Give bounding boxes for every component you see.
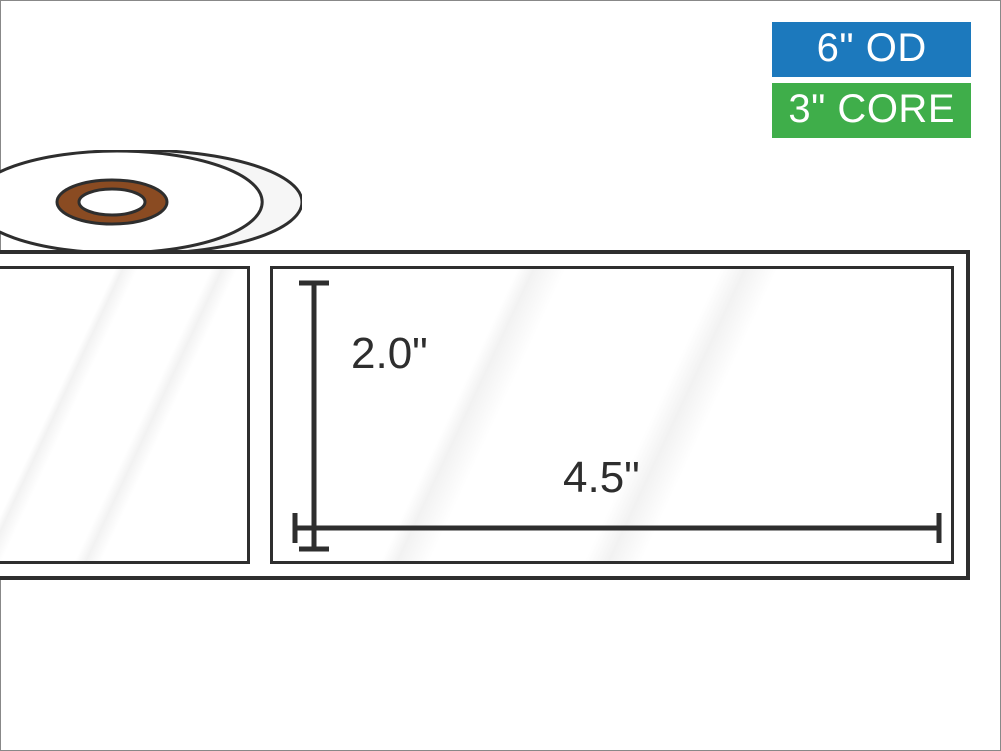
badge-core-text: 3" CORE: [788, 87, 955, 131]
badge-od-text: 6" OD: [817, 26, 927, 70]
label-strip: 2.0" 4.5": [0, 250, 970, 580]
width-dimension-line: [291, 505, 971, 555]
label-previous: [0, 266, 250, 564]
height-dimension-value: 2.0": [351, 329, 428, 379]
width-dimension-value: 4.5": [563, 453, 640, 503]
core-diameter-badge: 3" CORE: [772, 83, 971, 138]
outer-diameter-badge: 6" OD: [772, 22, 971, 77]
label-roll: [0, 150, 302, 255]
spec-badges: 6" OD 3" CORE: [772, 22, 971, 138]
label-current: 2.0" 4.5": [270, 266, 954, 564]
